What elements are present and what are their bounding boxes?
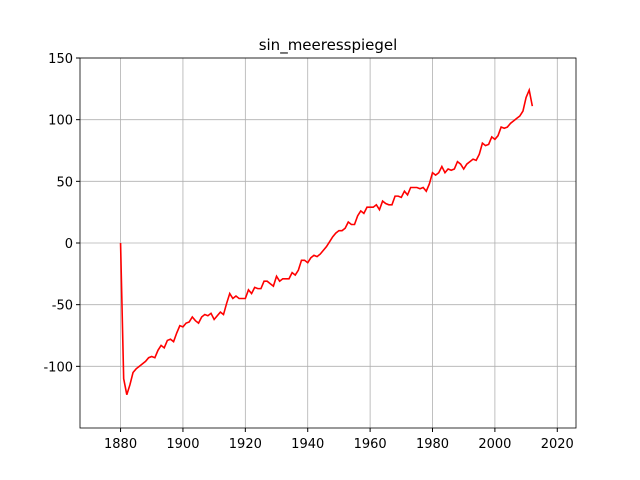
y-tick-label: 0: [65, 237, 73, 252]
chart-title: sin_meeresspiegel: [259, 36, 398, 55]
line: [119, 87, 534, 395]
y-tick-label: 150: [48, 52, 73, 67]
y-tick-label: -100: [43, 360, 73, 375]
y-tick-label: 100: [48, 114, 73, 129]
x-tick-label: 1900: [166, 437, 199, 452]
x-tick-label: 1960: [354, 437, 387, 452]
x-tick-label: 1940: [291, 437, 324, 452]
plot-frame: [79, 57, 577, 429]
y-tick-label: 50: [56, 175, 73, 190]
x-tick-label: 2000: [478, 437, 511, 452]
x-tick-label: 1880: [104, 437, 137, 452]
x-tick-label: 1980: [416, 437, 449, 452]
x-tick-label: 1920: [229, 437, 262, 452]
y-tick-label: -50: [52, 299, 73, 314]
x-tick-label: 2020: [541, 437, 574, 452]
